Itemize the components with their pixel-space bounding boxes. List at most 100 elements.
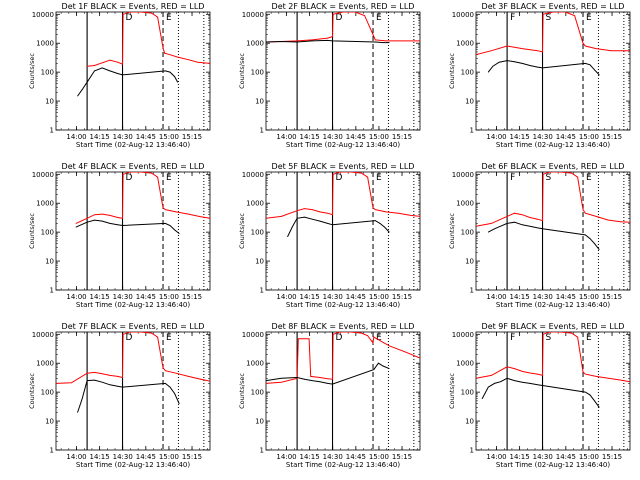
events-point <box>319 381 321 383</box>
y-tick-label: 10000 <box>32 11 54 19</box>
lld-point <box>542 220 543 222</box>
x-axis-label: Start Time (02-Aug-12 13:46:40) <box>76 141 190 149</box>
x-tick-label: 15:15 <box>602 133 622 141</box>
lld-point <box>164 370 166 372</box>
plot-frame <box>55 11 211 131</box>
x-tick-label: 14:00 <box>66 133 86 141</box>
y-tick-label: 1000 <box>456 360 474 368</box>
interval-label: S <box>546 333 552 343</box>
events-point <box>109 70 111 72</box>
lld-point <box>350 172 352 173</box>
series-lld-line <box>476 12 630 56</box>
events-point <box>122 74 123 76</box>
events-point <box>281 377 282 379</box>
lld-point <box>574 15 575 17</box>
lld-point <box>162 47 164 49</box>
x-tick-label: 14:45 <box>556 453 576 461</box>
lld-point <box>200 216 202 218</box>
y-tick-label: 100 <box>251 389 264 397</box>
y-tick-label: 1000 <box>36 360 54 368</box>
plot-frame <box>265 11 421 131</box>
series-events-line <box>287 216 390 237</box>
lld-point <box>584 45 586 47</box>
lld-point <box>373 336 375 338</box>
x-tick-label: 15:00 <box>369 133 389 141</box>
events-point <box>542 385 543 386</box>
events-point <box>506 377 508 379</box>
lld-point <box>281 216 282 217</box>
lld-point <box>491 223 492 224</box>
panel-title: Det 2F BLACK = Events, RED = LLD <box>272 2 415 11</box>
panel-title: Det 7F BLACK = Events, RED = LLD <box>62 322 205 331</box>
lld-point <box>364 15 365 17</box>
events-point <box>101 381 103 383</box>
lld-point <box>354 12 356 13</box>
plot-frame <box>475 171 631 291</box>
lld-point <box>388 345 390 347</box>
lld-point <box>339 172 341 173</box>
x-tick-label: 14:30 <box>113 133 133 141</box>
interval-label: D <box>126 333 133 343</box>
events-point <box>122 386 123 388</box>
x-tick-label: 14:15 <box>510 453 530 461</box>
events-point <box>75 226 77 228</box>
events-point <box>589 394 591 396</box>
series-lld-line <box>56 332 210 384</box>
lld-point <box>94 65 95 66</box>
series-events-line <box>77 379 180 413</box>
events-point <box>164 383 166 384</box>
y-tick-label: 10000 <box>32 331 54 339</box>
events-point <box>174 229 175 231</box>
lld-point <box>514 368 515 370</box>
y-tick-label: 1000 <box>36 40 54 48</box>
y-axis-label: Counts/sec <box>238 53 246 89</box>
events-point <box>266 41 267 43</box>
y-tick-label: 100 <box>251 229 264 237</box>
events-point <box>529 225 531 227</box>
events-point <box>492 65 494 67</box>
interval-label: F <box>510 13 515 23</box>
events-point <box>382 365 384 367</box>
events-point <box>86 380 88 382</box>
lld-point <box>506 366 508 368</box>
lld-point <box>342 12 344 13</box>
lld-point <box>577 176 579 178</box>
x-tick-label: 14:30 <box>533 453 553 461</box>
y-axis-label: Counts/sec <box>28 373 36 409</box>
lld-point <box>419 40 420 42</box>
lld-point <box>122 333 124 335</box>
events-point <box>287 236 288 238</box>
lld-point <box>56 383 57 384</box>
interval-label: F <box>510 173 515 183</box>
lld-point <box>571 332 572 334</box>
interval-label: E <box>586 333 592 343</box>
lld-point <box>296 210 298 212</box>
panel-title: Det 9F BLACK = Events, RED = LLD <box>482 322 625 331</box>
events-point <box>296 41 298 43</box>
y-tick-label: 100 <box>41 229 54 237</box>
lld-point <box>385 211 387 213</box>
x-tick-label: 14:15 <box>90 453 110 461</box>
lld-point <box>542 333 544 335</box>
series-lld-line <box>476 332 630 383</box>
x-tick-label: 15:15 <box>392 293 412 301</box>
events-point <box>86 221 88 223</box>
x-tick-label: 14:30 <box>113 293 133 301</box>
lld-point <box>297 338 299 340</box>
x-axis-label: Start Time (02-Aug-12 13:46:40) <box>76 461 190 469</box>
y-tick-label: 100 <box>251 69 264 77</box>
lld-point <box>209 63 210 64</box>
y-tick-label: 10 <box>255 258 264 266</box>
lld-point <box>177 56 179 58</box>
events-point <box>81 89 83 90</box>
interval-label: S <box>546 13 552 23</box>
lld-point <box>542 374 543 376</box>
events-point <box>506 223 508 224</box>
lld-point <box>549 332 551 333</box>
events-point <box>94 70 95 72</box>
lld-point <box>308 338 310 340</box>
y-tick-label: 1 <box>470 287 474 295</box>
plot-frame <box>265 331 421 451</box>
x-tick-label: 15:00 <box>579 453 599 461</box>
lld-point <box>374 39 376 41</box>
